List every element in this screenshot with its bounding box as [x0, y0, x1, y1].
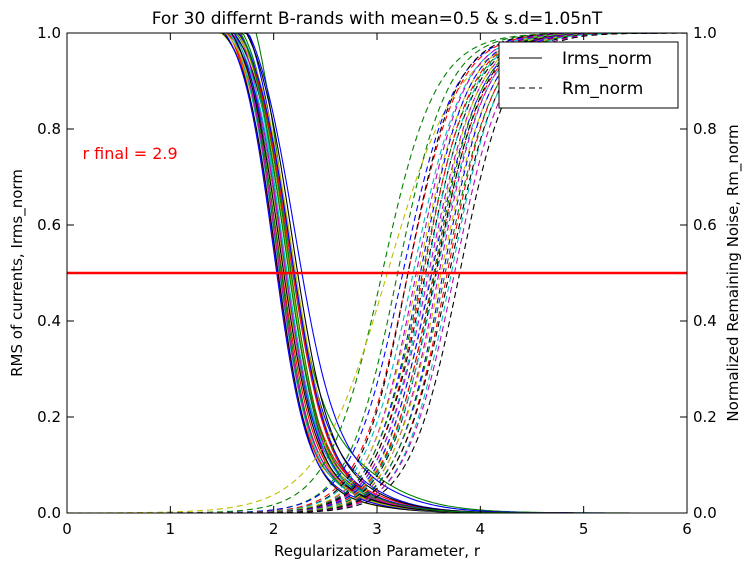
y-tick-label-right: 1.0: [693, 24, 717, 42]
left-axis-ticks: 0.0 0.2 0.4 0.6 0.8 1.0: [37, 24, 74, 522]
chart-title: For 30 differnt B-rands with mean=0.5 & …: [152, 9, 603, 29]
y-tick-label-right: 0.0: [693, 504, 717, 522]
legend-label-irms: Irms_norm: [562, 49, 652, 69]
x-axis-label: Regularization Parameter, r: [274, 542, 481, 560]
r-final-annotation: r final = 2.9: [83, 144, 178, 163]
rm-series-line: [67, 33, 687, 513]
left-axis-label: RMS of currents, Irms_norm: [8, 169, 27, 377]
x-tick-label: 6: [682, 520, 692, 538]
irms-series-line: [67, 33, 687, 513]
x-tick-label: 5: [579, 520, 589, 538]
y-tick-label-left: 0.6: [37, 216, 61, 234]
y-tick-label-right: 0.4: [693, 312, 717, 330]
irms-series-line: [67, 33, 687, 513]
rm-series-line: [67, 33, 687, 513]
y-tick-label-left: 1.0: [37, 24, 61, 42]
right-axis-ticks: 0.0 0.2 0.4 0.6 0.8 1.0: [680, 24, 717, 522]
rm-series-line: [67, 33, 687, 513]
y-tick-label-right: 0.6: [693, 216, 717, 234]
irms-series-line: [67, 33, 687, 513]
irms-series-line: [67, 33, 687, 513]
y-tick-label-right: 0.8: [693, 120, 717, 138]
irms-series-line: [67, 33, 687, 513]
y-tick-label-left: 0.2: [37, 408, 61, 426]
x-tick-label: 4: [476, 520, 486, 538]
y-tick-label-left: 0.0: [37, 504, 61, 522]
legend-label-rm: Rm_norm: [562, 79, 643, 99]
rm-series-line: [67, 33, 687, 513]
y-tick-label-left: 0.4: [37, 312, 61, 330]
y-tick-label-left: 0.8: [37, 120, 61, 138]
x-tick-label: 3: [372, 520, 382, 538]
legend-box: [498, 41, 679, 109]
right-axis-label: Normalized Remaining Noise, Rm_norm: [724, 124, 743, 421]
irms-series-line: [67, 33, 687, 513]
irms-series-line: [67, 33, 687, 513]
legend: Irms_norm Rm_norm: [498, 41, 679, 109]
x-tick-label: 1: [166, 520, 176, 538]
irms-series-line: [67, 33, 687, 513]
x-axis-ticks: 0 1 2 3 4 5 6: [62, 33, 692, 538]
x-tick-label: 0: [62, 520, 72, 538]
x-tick-label: 2: [269, 520, 279, 538]
y-tick-label-right: 0.2: [693, 408, 717, 426]
irms-series-line: [67, 33, 687, 513]
rm-series-line: [67, 33, 687, 513]
irms-series-line: [67, 33, 687, 513]
